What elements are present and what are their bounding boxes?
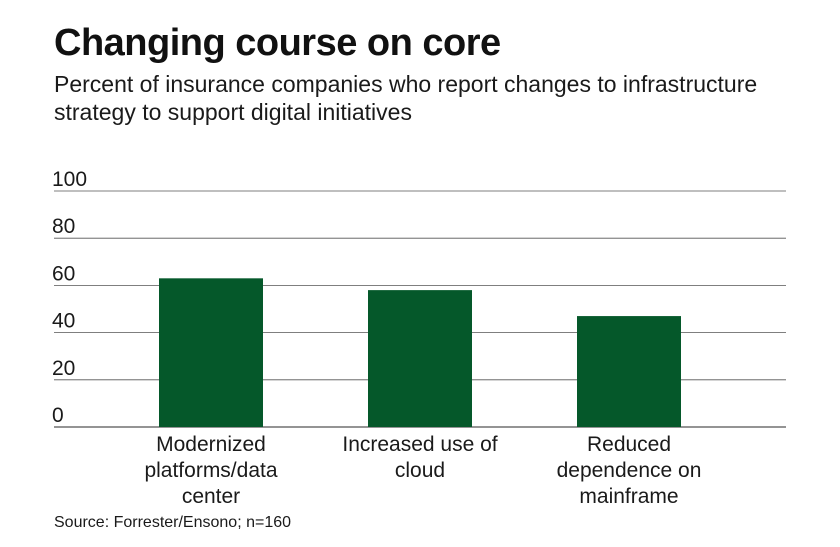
chart-subtitle: Percent of insurance companies who repor…: [54, 71, 758, 125]
bar-3: [577, 316, 681, 427]
bar-2: [368, 290, 472, 427]
chart-title: Changing course on core: [54, 22, 501, 64]
y-tick-label-40: 40: [52, 310, 75, 333]
y-tick-label-80: 80: [52, 215, 75, 238]
y-tick-labels: 0 20 40 60 80 100: [52, 168, 87, 427]
category-label-line: Increased use of: [342, 433, 497, 456]
bar-1: [159, 278, 263, 427]
category-label-line: cloud: [395, 459, 445, 482]
bars: [159, 278, 681, 427]
category-labels: Modernized platforms/data center Increased …: [144, 433, 701, 508]
category-label-1: Modernized platforms/data center: [144, 433, 277, 508]
y-tick-label-20: 20: [52, 357, 75, 380]
y-tick-label-0: 0: [52, 404, 64, 427]
category-label-2: Increased use of cloud: [342, 433, 497, 482]
category-label-line: mainframe: [579, 485, 678, 508]
bar-chart: 0 20 40 60 80 100 Modernized platforms/data cen…: [52, 168, 786, 508]
source-note: Source: Forrester/Ensono; n=160: [54, 514, 292, 531]
category-label-line: Reduced: [587, 433, 671, 456]
y-tick-label-100: 100: [52, 168, 87, 191]
y-tick-label-60: 60: [52, 262, 75, 285]
category-label-line: center: [182, 485, 240, 508]
category-label-line: dependence on: [557, 459, 702, 482]
category-label-line: platforms/data: [144, 459, 277, 482]
category-label-line: Modernized: [156, 433, 266, 456]
category-label-3: Reduced dependence on mainframe: [557, 433, 702, 508]
